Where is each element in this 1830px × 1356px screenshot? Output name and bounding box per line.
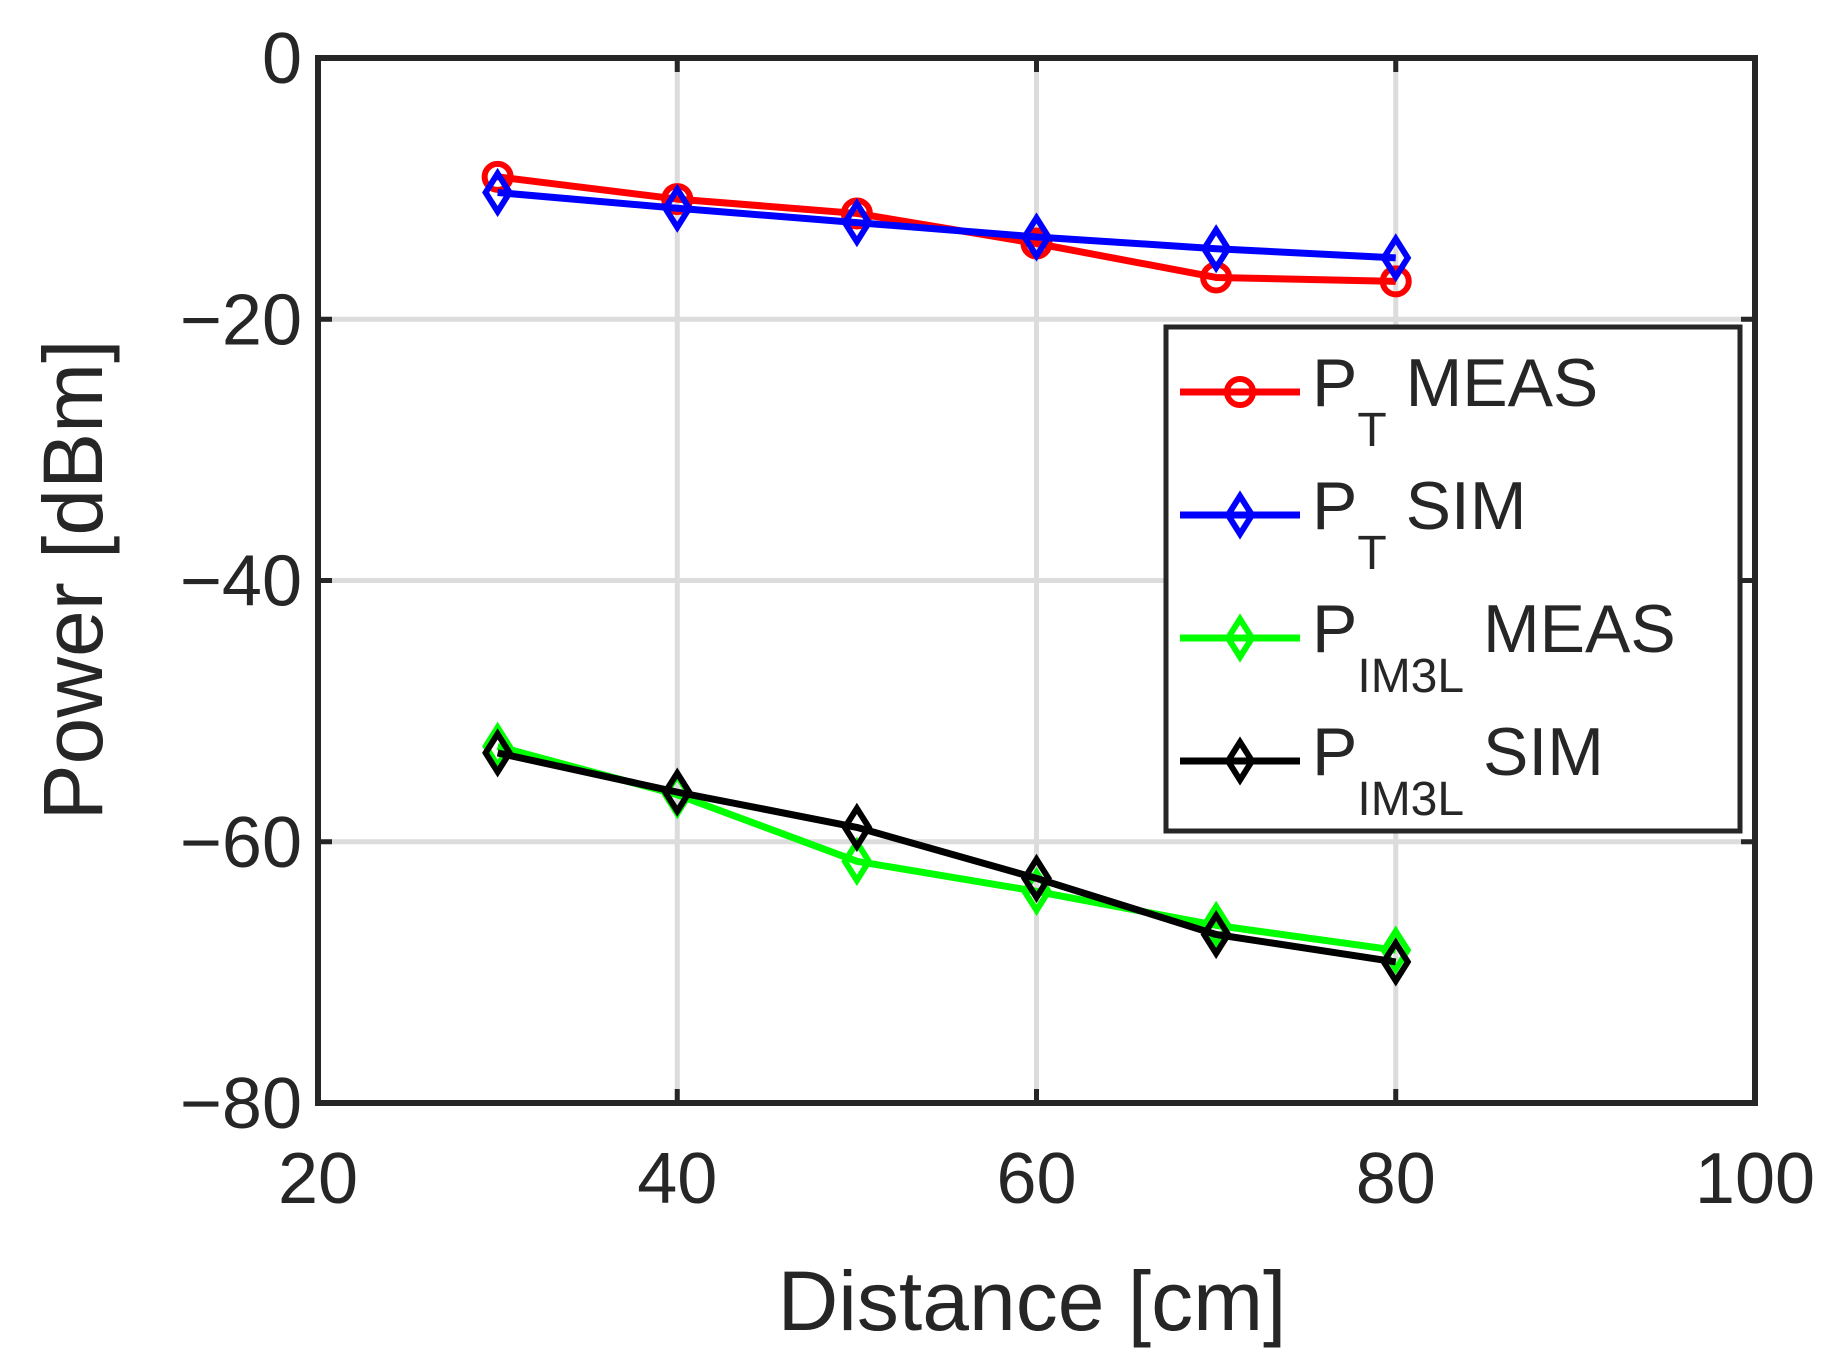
data-point	[661, 767, 693, 817]
data-point	[1200, 224, 1232, 274]
series-layer	[481, 160, 1412, 987]
data-point	[1380, 937, 1412, 987]
x-tick-label: 60	[996, 1139, 1076, 1219]
data-point	[482, 167, 514, 218]
legend-marker	[1224, 376, 1256, 408]
data-point	[1020, 853, 1053, 903]
legend-marker	[1224, 490, 1256, 540]
legend-label: PT MEAS	[1312, 345, 1598, 457]
data-point	[1379, 265, 1412, 298]
legend-label: PT SIM	[1312, 468, 1526, 580]
data-point	[661, 183, 693, 233]
x-tick-label: 40	[637, 1139, 717, 1219]
legend-label: PIM3L SIM	[1312, 714, 1604, 826]
x-tick-label: 100	[1695, 1139, 1815, 1219]
series-line	[496, 749, 1397, 966]
y-tick-label: −40	[180, 542, 302, 622]
legend-label: PIM3L MEAS	[1312, 591, 1676, 703]
series-1	[482, 167, 1412, 283]
data-point	[481, 160, 514, 193]
legend-marker	[1224, 613, 1256, 663]
legend-entry: PIM3L SIM	[1180, 714, 1604, 826]
data-point	[1200, 909, 1232, 960]
legend-entry: PT SIM	[1180, 468, 1526, 580]
x-tick-label: 80	[1356, 1139, 1436, 1219]
tick-labels: 20 40 60 80 100 0 −20 −40 −60 −80	[180, 19, 1815, 1219]
data-point	[841, 802, 873, 852]
data-point	[1380, 925, 1412, 975]
y-axis-title: Power [dBm]	[26, 340, 120, 821]
y-tick-label: 0	[262, 19, 302, 99]
y-tick-label: −60	[180, 803, 302, 883]
y-tick-label: −80	[180, 1064, 302, 1144]
legend-marker	[1224, 736, 1256, 786]
x-axis-title: Distance [cm]	[778, 1254, 1287, 1348]
series-3	[482, 728, 1412, 987]
data-point	[1200, 900, 1232, 950]
data-point	[1020, 212, 1053, 262]
legend-entry: PIM3L MEAS	[1180, 591, 1676, 703]
legend-entry: PT MEAS	[1180, 345, 1598, 457]
data-point	[482, 721, 514, 772]
data-point	[841, 836, 873, 886]
series-line	[497, 189, 1396, 262]
y-tick-label: −20	[180, 280, 302, 360]
data-point	[482, 728, 514, 778]
data-point	[841, 197, 873, 248]
x-tick-label: 20	[278, 1139, 358, 1219]
legend-box	[1163, 324, 1743, 834]
data-point	[1380, 233, 1412, 283]
